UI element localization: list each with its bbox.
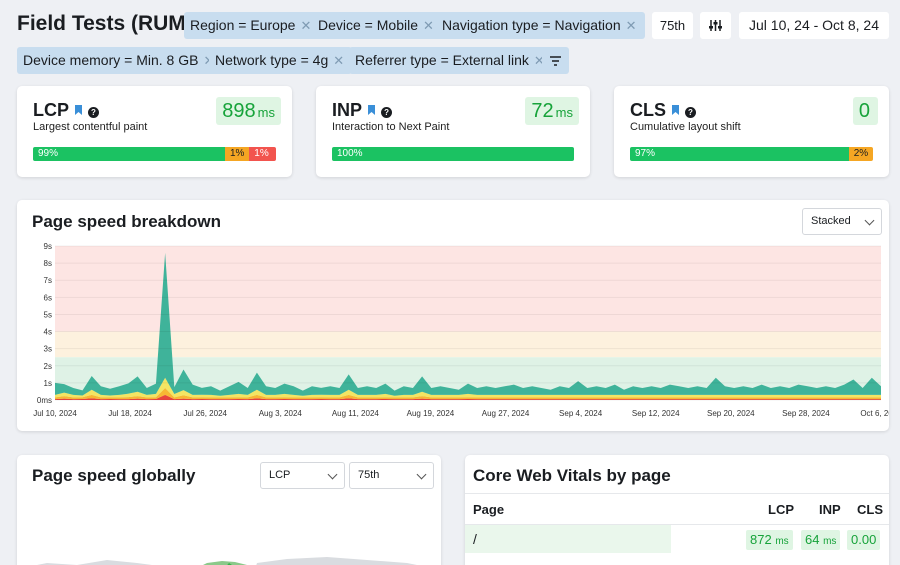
metric-subtitle: Largest contentful paint (33, 121, 148, 133)
metric-subtitle: Interaction to Next Paint (332, 121, 450, 133)
header: Field Tests (RUM) Region = Europe ✕ Devic… (0, 0, 900, 80)
section-title: Core Web Vitals by page (473, 466, 671, 485)
filter-chip-device-memory[interactable]: Device memory = Min. 8 GB✕ (17, 47, 223, 74)
threshold-band (55, 331, 881, 358)
help-icon[interactable]: ? (88, 107, 99, 118)
table-header: Page LCP INP CLS (465, 493, 889, 525)
column-header-inp[interactable]: INP (819, 502, 841, 517)
section-title: Page speed breakdown (32, 212, 221, 231)
remove-filter-icon[interactable]: ✕ (300, 18, 312, 33)
x-tick-label: Sep 4, 2024 (559, 409, 603, 418)
add-filter-button[interactable] (542, 47, 569, 74)
good-segment: 100% (332, 147, 574, 161)
filter-chip-network-type[interactable]: Network type = 4g ✕ (209, 47, 353, 74)
settings-button[interactable] (700, 12, 731, 39)
metric-title: LCP? (33, 100, 99, 121)
good-segment: 99% (33, 147, 225, 161)
core-web-vitals-card: Core Web Vitals by page Page LCP INP CLS… (465, 455, 889, 565)
x-tick-label: Aug 19, 2024 (407, 409, 455, 418)
x-tick-label: Aug 3, 2024 (259, 409, 303, 418)
column-header-lcp[interactable]: LCP (768, 502, 794, 517)
page-speed-chart: 0ms 1s 2s 3s 4s 5s 6s 7s 8s 9s Jul 10, 2024 Jul 18,… (33, 242, 889, 418)
y-tick-label: 0ms (37, 396, 52, 405)
metric-subtitle: Cumulative layout shift (630, 121, 741, 133)
x-tick-label: Sep 28, 2024 (782, 409, 830, 418)
percentile-button[interactable]: 75th (652, 12, 693, 39)
y-tick-label: 2s (44, 362, 52, 371)
inp-value: 64 ms (801, 530, 841, 550)
poor-segment: 1% (249, 147, 276, 161)
section-title: Page speed globally (32, 466, 196, 485)
help-icon[interactable]: ? (685, 107, 696, 118)
good-segment: 97% (630, 147, 849, 161)
remove-filter-icon[interactable]: ✕ (533, 53, 545, 68)
y-tick-label: 4s (44, 328, 52, 337)
page-speed-breakdown-card: Page speed breakdown Stacked 0ms 1s 2s 3s 4s… (17, 200, 889, 431)
chevron-down-icon (416, 469, 427, 480)
series-area-1 (55, 388, 881, 400)
table-row[interactable]: / 872 ms 64 ms 0.00 (465, 525, 889, 553)
cls-value: 0.00 (847, 530, 881, 550)
remove-filter-icon[interactable]: ✕ (333, 53, 345, 68)
page-path[interactable]: / (473, 531, 477, 547)
x-tick-label: Aug 11, 2024 (332, 409, 380, 418)
metric-select[interactable]: LCP (260, 462, 345, 489)
column-header-page[interactable]: Page (473, 502, 505, 517)
lcp-value: 872 ms (746, 530, 793, 550)
x-tick-label: Oct 6, 2024 (860, 409, 889, 418)
y-tick-label: 1s (44, 379, 52, 388)
x-tick-label: Sep 20, 2024 (707, 409, 755, 418)
remove-filter-icon[interactable]: ✕ (625, 18, 637, 33)
y-tick-label: 7s (44, 276, 52, 285)
metric-title: CLS? (630, 100, 696, 121)
x-tick-label: Jul 10, 2024 (33, 409, 77, 418)
chevron-down-icon (327, 469, 338, 480)
sliders-icon (709, 20, 722, 31)
filter-icon (550, 56, 561, 66)
help-icon[interactable]: ? (381, 107, 393, 118)
bookmark-icon[interactable] (368, 105, 376, 115)
series-area-0 (55, 394, 881, 400)
y-tick-label: 9s (44, 242, 52, 251)
needs-improvement-segment: 1% (224, 147, 250, 161)
filter-chip-referrer-type[interactable]: Referrer type = External link ✕ (349, 47, 553, 74)
x-tick-label: Aug 27, 2024 (482, 409, 530, 418)
metric-value: 898 ms (216, 97, 281, 125)
series-area-2 (55, 377, 881, 398)
x-tick-label: Jul 18, 2024 (108, 409, 152, 418)
date-range-picker[interactable]: Jul 10, 24 - Oct 8, 24 (739, 12, 889, 39)
bookmark-icon[interactable] (672, 105, 679, 115)
threshold-band (55, 246, 881, 332)
percentile-select[interactable]: 75th (349, 462, 434, 489)
y-tick-label: 5s (44, 310, 52, 319)
metric-card-inp[interactable]: INP? Interaction to Next Paint 72 ms 100% (316, 86, 590, 177)
distribution-bar: 97% 2% (630, 147, 873, 161)
y-tick-label: 3s (44, 345, 52, 354)
page-title: Field Tests (RUM) (17, 12, 193, 35)
needs-improvement-segment: 2% (848, 147, 873, 161)
series-area-3 (55, 252, 881, 396)
filter-chip-region[interactable]: Region = Europe ✕ (184, 12, 320, 39)
metric-card-lcp[interactable]: LCP? Largest contentful paint 898 ms 99% … (17, 86, 292, 177)
distribution-bar: 100% (332, 147, 574, 161)
remove-filter-icon[interactable]: ✕ (203, 53, 214, 68)
chart-mode-select[interactable]: Stacked (802, 208, 882, 235)
y-tick-label: 6s (44, 293, 52, 302)
x-tick-label: Jul 26, 2024 (183, 409, 227, 418)
bookmark-icon[interactable] (75, 105, 82, 115)
x-tick-label: Sep 12, 2024 (632, 409, 680, 418)
filter-chip-device[interactable]: Device = Mobile ✕ (312, 12, 442, 39)
metric-card-cls[interactable]: CLS? Cumulative layout shift 0 97% 2% (614, 86, 889, 177)
y-tick-label: 8s (44, 259, 52, 268)
metric-value: 0 (852, 97, 878, 125)
page-speed-globally-card: Page speed globally LCP 75th (17, 455, 441, 565)
column-header-cls[interactable]: CLS (857, 502, 883, 517)
row-bar (465, 525, 671, 553)
filter-chip-navigation-type[interactable]: Navigation type = Navigation ✕ (436, 12, 645, 39)
distribution-bar: 99% 1% 1% (33, 147, 276, 161)
metric-value: 72 ms (525, 97, 579, 125)
remove-filter-icon[interactable]: ✕ (423, 18, 434, 33)
world-map[interactable] (17, 505, 441, 565)
metric-title: INP? (332, 100, 393, 121)
